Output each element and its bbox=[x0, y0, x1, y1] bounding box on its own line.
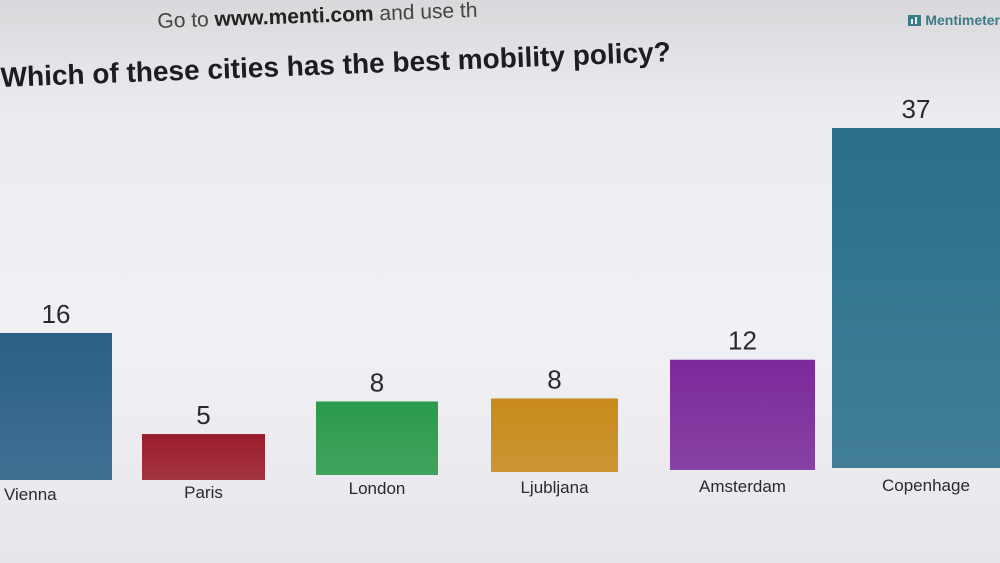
bar-group: 8 London bbox=[316, 367, 438, 498]
category-label: Ljubljana bbox=[520, 478, 589, 497]
bar-group: 12 Amsterdam bbox=[670, 326, 815, 496]
bar-value-label: 8 bbox=[547, 364, 561, 394]
bar-chart-icon bbox=[908, 14, 922, 26]
presentation-header: Go to www.menti.com and use th Mentimete… bbox=[0, 0, 1000, 48]
bar-value-label: 8 bbox=[370, 367, 384, 397]
bar-copenhage bbox=[832, 128, 1000, 468]
category-label: Vienna bbox=[4, 485, 57, 504]
category-label: Amsterdam bbox=[699, 477, 786, 496]
bar-value-label: 12 bbox=[728, 326, 757, 356]
bar-value-label: 16 bbox=[42, 299, 71, 329]
bar-amsterdam bbox=[670, 359, 815, 470]
bar-group: 16 Vienna bbox=[0, 299, 112, 504]
bar-group: 8 Ljubljana bbox=[491, 364, 618, 497]
bar-vienna bbox=[0, 332, 112, 480]
bar-ljubljana bbox=[491, 398, 618, 472]
mentimeter-logo: Mentimeter bbox=[908, 12, 1000, 28]
bar-paris bbox=[142, 434, 265, 480]
bar-group: 37 Copenhage bbox=[832, 94, 1000, 495]
bar-group: 5 Paris bbox=[142, 400, 265, 502]
brand-name: Mentimeter bbox=[925, 12, 1000, 28]
category-label: London bbox=[349, 479, 406, 498]
bar-london bbox=[316, 401, 438, 475]
category-label: Copenhage bbox=[882, 476, 970, 495]
bar-value-label: 37 bbox=[902, 94, 931, 124]
bar-value-label: 5 bbox=[196, 400, 210, 430]
category-label: Paris bbox=[184, 483, 223, 502]
